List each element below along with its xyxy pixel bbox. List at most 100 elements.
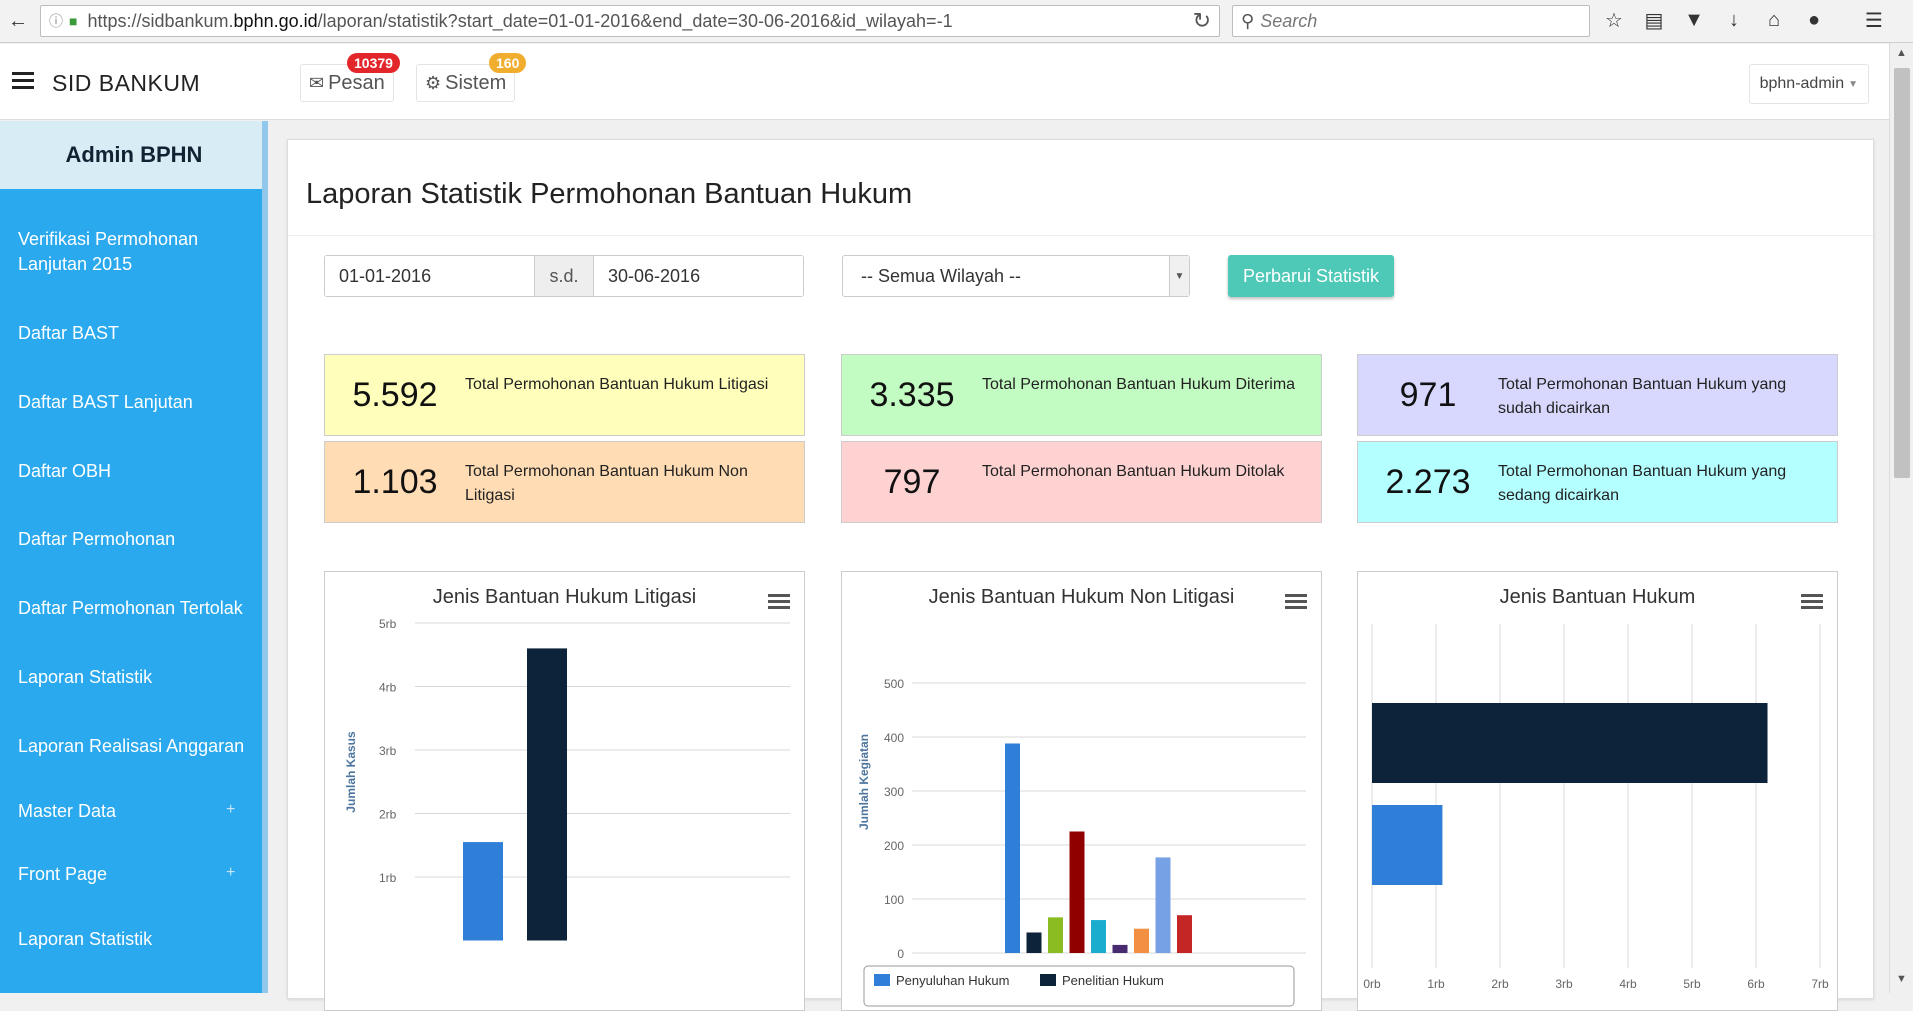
- scroll-up-icon[interactable]: ▲: [1896, 47, 1907, 59]
- browser-menu-icon[interactable]: ☰: [1865, 9, 1883, 32]
- browser-toolbar: ← ⓘ ■ https://sidbankum. bphn.go.id/lapor…: [0, 0, 1913, 43]
- chart-title: Jenis Bantuan Hukum Non Litigasi: [928, 586, 1235, 608]
- sidebar-item-laporan-statistik[interactable]: Laporan Statistik: [18, 667, 153, 687]
- master-data-expand-icon[interactable]: +: [226, 801, 236, 818]
- bar: [1177, 915, 1192, 953]
- sidebar-item-front-page[interactable]: Front Page: [18, 864, 108, 884]
- sidebar-item-realisasi-anggaran[interactable]: Laporan Realisasi Anggaran: [18, 736, 245, 756]
- chart-title: Jenis Bantuan Hukum: [1499, 586, 1696, 608]
- date-separator: s.d.: [534, 256, 594, 296]
- y-tick-label: 3rb: [379, 744, 397, 758]
- y-tick-label: 100: [884, 893, 904, 907]
- front-page-expand-icon[interactable]: +: [226, 864, 236, 881]
- url-path: /laporan/statistik?start_date=01-01-2016…: [317, 10, 953, 31]
- page-scrollbar[interactable]: ▲ ▼: [1889, 43, 1913, 993]
- chart-non-litigasi: Jenis Bantuan Hukum Non Litigasi 500 400 3…: [841, 571, 1322, 1011]
- wilayah-value: -- Semua Wilayah --: [861, 265, 1022, 286]
- stat-label: Total Permohonan Bantuan Hukum Non Litig…: [465, 463, 748, 504]
- chart-jenis-bantuan-plot: 0rb 1rb 2rb 3rb 4rb 5rb 6rb 7rb: [1363, 624, 1829, 991]
- chart-menu-icon[interactable]: [768, 594, 790, 610]
- bar: [463, 842, 503, 941]
- lock-icon: ■: [69, 13, 78, 29]
- reload-icon[interactable]: ↻: [1192, 8, 1211, 33]
- stat-value: 5.592: [352, 375, 438, 414]
- x-tick-label: 2rb: [1491, 977, 1509, 991]
- legend-label: Penyuluhan Hukum: [896, 973, 1009, 988]
- stat-diterima: 3.335 Total Permohonan Bantuan Hukum Dit…: [841, 354, 1322, 436]
- perbarui-statistik-button[interactable]: Perbarui Statistik: [1228, 255, 1394, 297]
- sistem-button[interactable]: ⚙ Sistem 160: [416, 53, 527, 102]
- sidebar-item-bast-lanjutan[interactable]: Daftar BAST Lanjutan: [18, 392, 193, 412]
- sidebar-item-daftar-bast[interactable]: Daftar BAST: [18, 323, 120, 343]
- stat-label: Total Permohonan Bantuan Hukum yang suda…: [1498, 376, 1787, 417]
- y-tick-label: 5rb: [379, 617, 397, 631]
- wilayah-select[interactable]: -- Semua Wilayah -- ▼: [842, 255, 1190, 297]
- info-icon: ⓘ: [49, 13, 63, 29]
- chat-icon[interactable]: ●: [1807, 8, 1821, 31]
- sidebar-item-daftar-obh[interactable]: Daftar OBH: [18, 461, 112, 481]
- y-axis-label: Jumlah Kegiatan: [857, 734, 871, 830]
- bar: [1134, 928, 1149, 953]
- x-tick-label: 1rb: [1427, 977, 1445, 991]
- url-prefix: https://sidbankum.: [87, 10, 234, 31]
- select-arrow-icon[interactable]: ▼: [1169, 256, 1189, 296]
- stat-value: 971: [1399, 375, 1457, 414]
- bookmark-star-icon[interactable]: ☆: [1605, 9, 1623, 32]
- y-tick-label: 400: [884, 731, 904, 745]
- sistem-badge: 160: [489, 53, 527, 73]
- start-date-input[interactable]: 01-01-2016: [325, 256, 534, 296]
- sidebar: Admin BPHN: [0, 121, 268, 993]
- chart-menu-icon[interactable]: [1285, 594, 1307, 610]
- hamburger-menu-icon[interactable]: [12, 72, 34, 90]
- bar: [1091, 920, 1106, 953]
- url-domain: bphn.go.id: [233, 10, 318, 31]
- stat-ditolak: 797 Total Permohonan Bantuan Hukum Ditol…: [841, 441, 1322, 523]
- bar: [1155, 857, 1171, 953]
- sidebar-item-master-data[interactable]: Master Data: [18, 801, 117, 821]
- sidebar-edge: [262, 121, 268, 993]
- stat-sudah-dicairkan: 971 Total Permohonan Bantuan Hukum yang …: [1357, 354, 1838, 436]
- sidebar-item-laporan-statistik-2[interactable]: Laporan Statistik: [18, 929, 153, 949]
- y-axis-label: Jumlah Kasus: [344, 731, 358, 813]
- stat-value: 797: [883, 462, 941, 501]
- home-icon[interactable]: ⌂: [1767, 8, 1781, 31]
- end-date-input[interactable]: 30-06-2016: [594, 256, 803, 296]
- legend-swatch: [1040, 974, 1056, 986]
- pesan-badge: 10379: [347, 53, 400, 73]
- bar: [1005, 743, 1020, 953]
- y-tick-label: 1rb: [379, 871, 397, 885]
- chart-non-litigasi-plot: 500 400 300 200 100 0 Jumlah Kegiatan Penyuluha…: [857, 677, 1306, 1007]
- stat-label: Total Permohonan Bantuan Hukum Diterima: [982, 376, 1296, 393]
- scrollbar-thumb[interactable]: [1894, 68, 1910, 478]
- chart-title: Jenis Bantuan Hukum Litigasi: [432, 586, 697, 608]
- stat-value: 1.103: [352, 462, 438, 501]
- y-tick-label: 4rb: [379, 681, 397, 695]
- scroll-down-icon[interactable]: ▼: [1896, 973, 1907, 985]
- sidebar-item-verifikasi[interactable]: Verifikasi Permohonan Lanjutan 2015: [18, 229, 199, 274]
- chart-menu-icon[interactable]: [1801, 594, 1823, 610]
- chart-jenis-bantuan: Jenis Bantuan Hukum 0rb 1rb 2rb 3rb 4rb 5rb 6r…: [1357, 571, 1838, 1011]
- app-header: SID BANKUM ✉ Pesan 10379 ⚙ Sistem 160 bp…: [0, 44, 1889, 120]
- download-icon[interactable]: ↓: [1729, 8, 1739, 31]
- pocket-icon[interactable]: ▼: [1684, 8, 1704, 31]
- bar: [1112, 944, 1128, 953]
- user-name: bphn-admin: [1759, 75, 1845, 92]
- x-tick-label: 0rb: [1363, 977, 1381, 991]
- main-panel: Laporan Statistik Permohonan Bantuan Huk…: [287, 139, 1874, 1011]
- search-placeholder: Search: [1260, 10, 1318, 31]
- chart-litigasi: Jenis Bantuan Hukum Litigasi 5rb 4rb 3rb 2r…: [324, 571, 805, 1011]
- y-tick-label: 300: [884, 785, 904, 799]
- stat-value: 2.273: [1385, 462, 1471, 501]
- sidebar-item-daftar-permohonan[interactable]: Daftar Permohonan: [18, 529, 176, 549]
- reading-list-icon[interactable]: ▤: [1644, 9, 1664, 32]
- url-bar[interactable]: ⓘ ■ https://sidbankum. bphn.go.id/laporan…: [40, 5, 1220, 37]
- x-tick-label: 7rb: [1811, 977, 1829, 991]
- search-input[interactable]: ⚲ Search: [1232, 5, 1590, 37]
- user-menu-button[interactable]: bphn-admin ▼: [1748, 64, 1869, 104]
- legend-swatch: [874, 974, 890, 986]
- sidebar-item-permohonan-tertolak[interactable]: Daftar Permohonan Tertolak: [18, 598, 243, 618]
- brand-title: SID BANKUM: [52, 70, 201, 96]
- back-icon[interactable]: ←: [8, 9, 28, 32]
- pesan-button[interactable]: ✉ Pesan 10379: [300, 53, 400, 102]
- stat-label: Total Permohonan Bantuan Hukum Ditolak: [982, 463, 1285, 480]
